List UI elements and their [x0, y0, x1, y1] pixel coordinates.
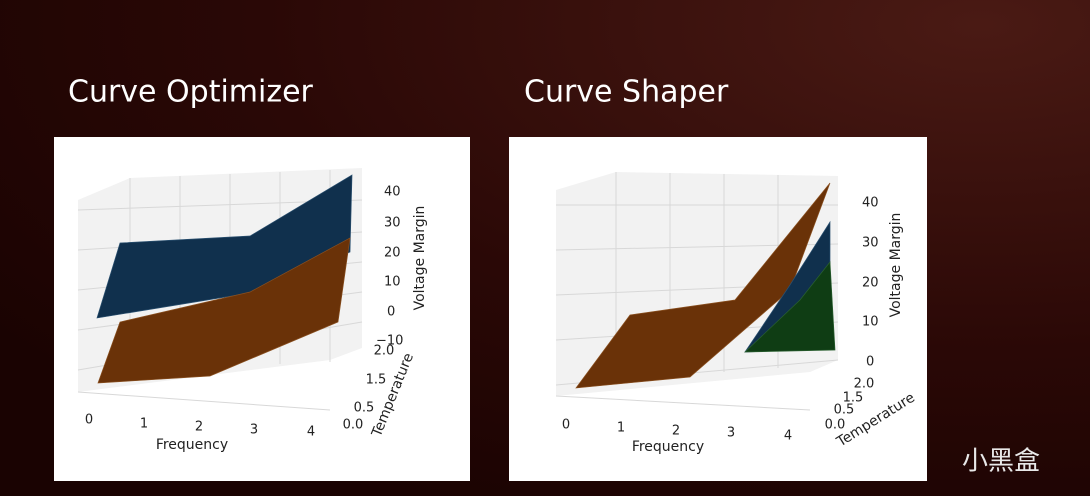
z-tick-label: 40 — [862, 196, 879, 211]
x-axis-label: Frequency — [156, 437, 228, 453]
panel-title: Curve Optimizer — [68, 75, 314, 110]
z-tick-label: 10 — [862, 315, 879, 330]
x-axis-label: Frequency — [632, 439, 704, 455]
x-tick-label: 0 — [562, 418, 570, 433]
y-tick-label: 0.5 — [354, 401, 375, 416]
z-tick-label: 0 — [866, 355, 874, 370]
x-tick-label: 4 — [307, 425, 315, 440]
y-tick-label: 0.5 — [834, 403, 855, 418]
z-axis-label: Voltage Margin — [412, 206, 428, 311]
z-tick-label: 10 — [384, 275, 401, 290]
z-tick-label: 40 — [384, 185, 401, 200]
plot: 0 1 2 3 4 Frequency 0.0 0.5 1.5 2.0 Temp… — [509, 137, 927, 481]
y-tick-label: 1.5 — [366, 373, 387, 388]
z-axis-label: Voltage Margin — [888, 213, 904, 318]
y-tick-label: 0.0 — [825, 418, 846, 433]
surface — [744, 261, 836, 353]
plot: 0 1 2 3 4 Frequency 0.0 0.5 1.5 2.0 Temp… — [54, 137, 470, 481]
z-tick-label: 30 — [384, 216, 401, 231]
x-tick-label: 3 — [727, 426, 735, 441]
y-tick-label: 1.5 — [843, 391, 864, 406]
y-tick-label: 0.0 — [343, 418, 364, 433]
watermark: 小黑盒 — [962, 447, 1040, 477]
surface — [97, 237, 351, 384]
x-tick-label: 2 — [195, 420, 203, 435]
x-tick-label: 4 — [784, 429, 792, 444]
x-tick-label: 0 — [85, 413, 93, 428]
x-tick-label: 1 — [617, 421, 625, 436]
z-tick-label: 0 — [387, 305, 395, 320]
x-tick-label: 2 — [672, 424, 680, 439]
z-tick-label: 20 — [384, 246, 401, 261]
z-tick-label: 20 — [862, 276, 879, 291]
x-tick-label: 3 — [250, 423, 258, 438]
y-tick-label: 2.0 — [374, 344, 395, 359]
x-tick-label: 1 — [140, 417, 148, 432]
panel-title: Curve Shaper — [524, 75, 729, 110]
z-tick-label: 30 — [862, 236, 879, 251]
y-tick-label: 2.0 — [854, 377, 875, 392]
z-tick-label: −10 — [376, 334, 403, 349]
surface — [575, 182, 831, 389]
